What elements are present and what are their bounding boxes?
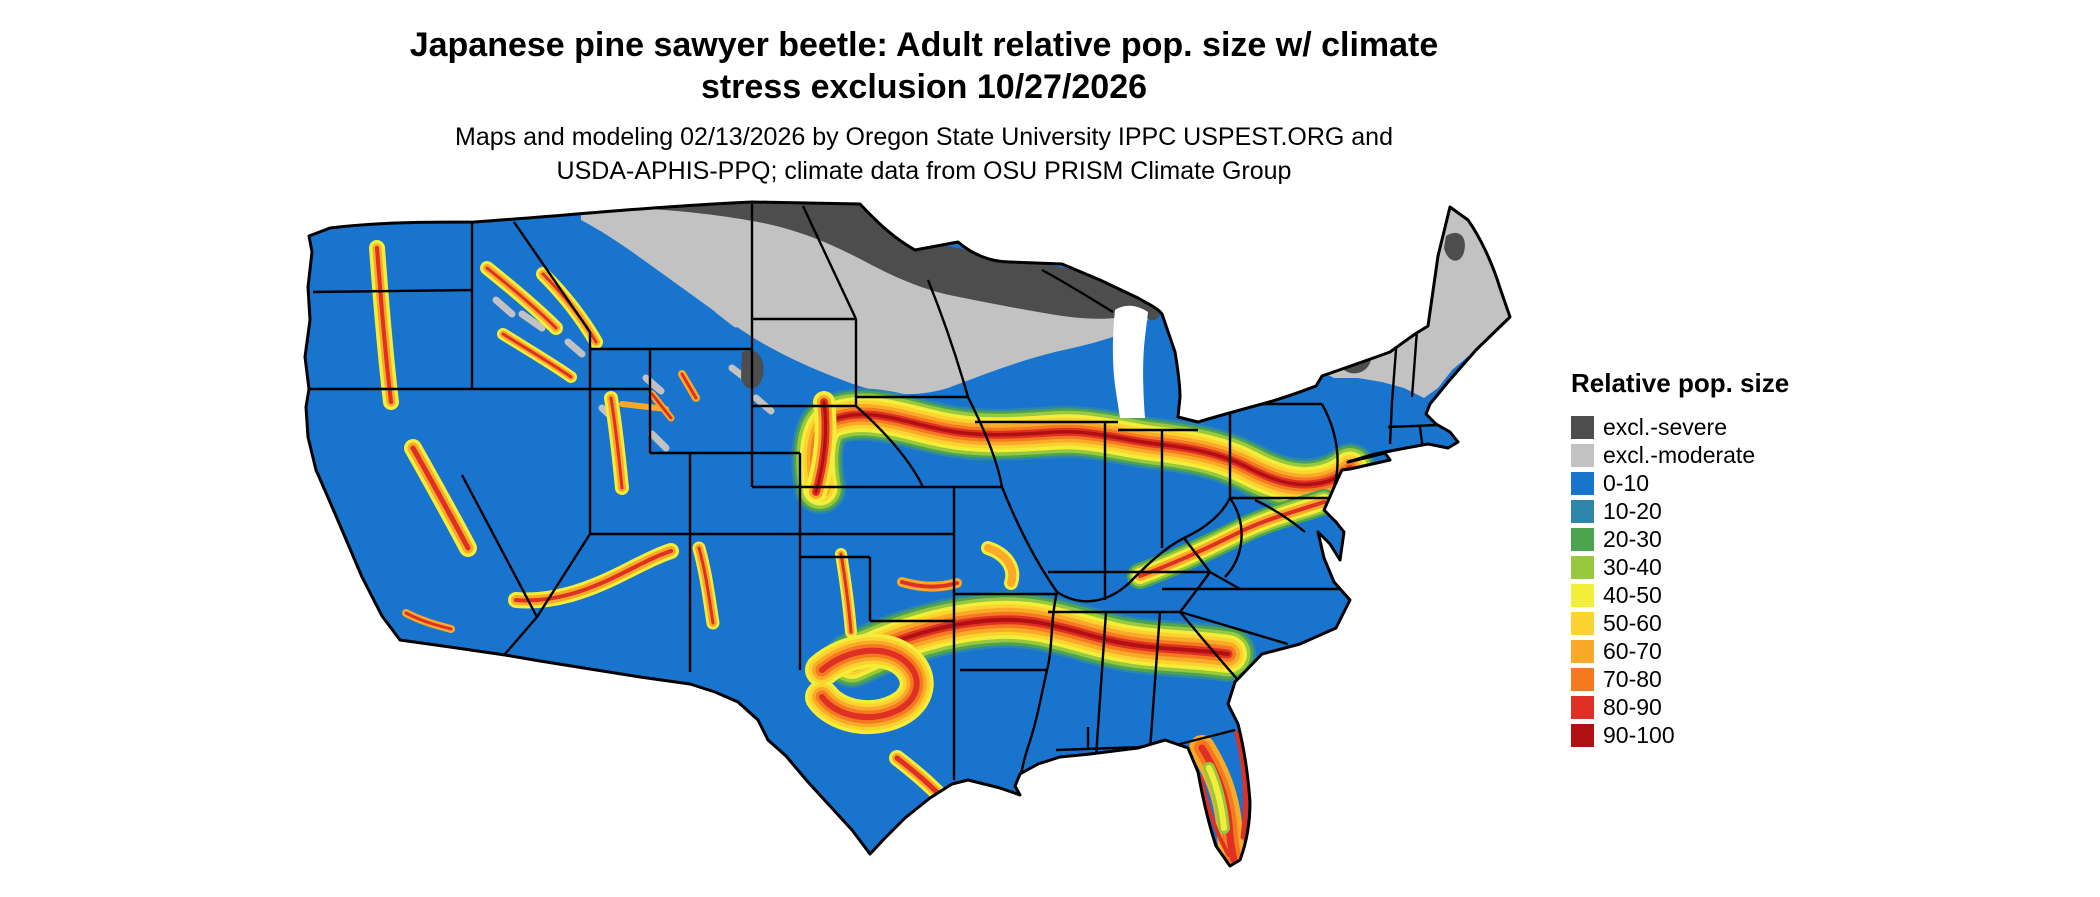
legend-label: 30-40 <box>1603 554 1662 580</box>
legend-swatch <box>1571 583 1594 607</box>
legend-entry: 10-20 <box>1571 497 1789 525</box>
legend-label: 80-90 <box>1603 694 1662 720</box>
legend-label: 70-80 <box>1603 666 1662 692</box>
legend-title: Relative pop. size <box>1571 368 1790 398</box>
map-legend: Relative pop. size excl.-severe excl.-mo… <box>1571 368 1789 749</box>
legend-entry: excl.-moderate <box>1571 441 1789 469</box>
legend-items: excl.-severe excl.-moderate 0-10 10-20 2… <box>1571 413 1789 749</box>
legend-entry: 0-10 <box>1571 469 1789 497</box>
legend-label: 50-60 <box>1603 610 1662 636</box>
legend-label: 20-30 <box>1603 526 1662 552</box>
legend-swatch <box>1571 415 1594 439</box>
legend-label: excl.-severe <box>1603 414 1727 440</box>
figure-title-line2: stress exclusion 10/27/2026 <box>700 68 1148 106</box>
legend-entry: 90-100 <box>1571 721 1789 749</box>
figure-subtitle-line1: Maps and modeling 02/13/2026 by Oregon S… <box>455 123 1393 151</box>
legend-entry: 50-60 <box>1571 609 1789 637</box>
legend-entry: 60-70 <box>1571 637 1789 665</box>
legend-entry: 80-90 <box>1571 693 1789 721</box>
figure-title: Japanese pine sawyer beetle: Adult relat… <box>124 24 1724 108</box>
lake-michigan <box>1112 305 1148 418</box>
legend-entry: 30-40 <box>1571 553 1789 581</box>
legend-swatch <box>1571 695 1594 719</box>
state-borders <box>306 204 1439 791</box>
legend-entry: 70-80 <box>1571 665 1789 693</box>
legend-label: excl.-moderate <box>1603 442 1756 468</box>
us-map <box>300 192 1520 892</box>
legend-label: 0-10 <box>1603 470 1650 496</box>
legend-swatch <box>1571 471 1594 495</box>
legend-entry: 20-30 <box>1571 525 1789 553</box>
legend-label: 10-20 <box>1603 498 1662 524</box>
legend-entry: excl.-severe <box>1571 413 1789 441</box>
legend-swatch <box>1571 639 1594 663</box>
legend-label: 40-50 <box>1603 582 1662 608</box>
legend-label: 60-70 <box>1603 638 1662 664</box>
legend-swatch <box>1571 443 1594 467</box>
legend-entry: 40-50 <box>1571 581 1789 609</box>
legend-swatch <box>1571 555 1594 579</box>
legend-swatch <box>1571 723 1594 747</box>
figure-title-line1: Japanese pine sawyer beetle: Adult relat… <box>409 26 1439 64</box>
legend-swatch <box>1571 499 1594 523</box>
legend-label: 90-100 <box>1603 722 1675 748</box>
legend-swatch <box>1571 611 1594 635</box>
figure-subtitle: Maps and modeling 02/13/2026 by Oregon S… <box>124 120 1724 188</box>
us-map-svg <box>303 200 1512 868</box>
legend-swatch <box>1571 667 1594 691</box>
legend-swatch <box>1571 527 1594 551</box>
figure-subtitle-line2: USDA-APHIS-PPQ; climate data from OSU PR… <box>556 157 1292 185</box>
